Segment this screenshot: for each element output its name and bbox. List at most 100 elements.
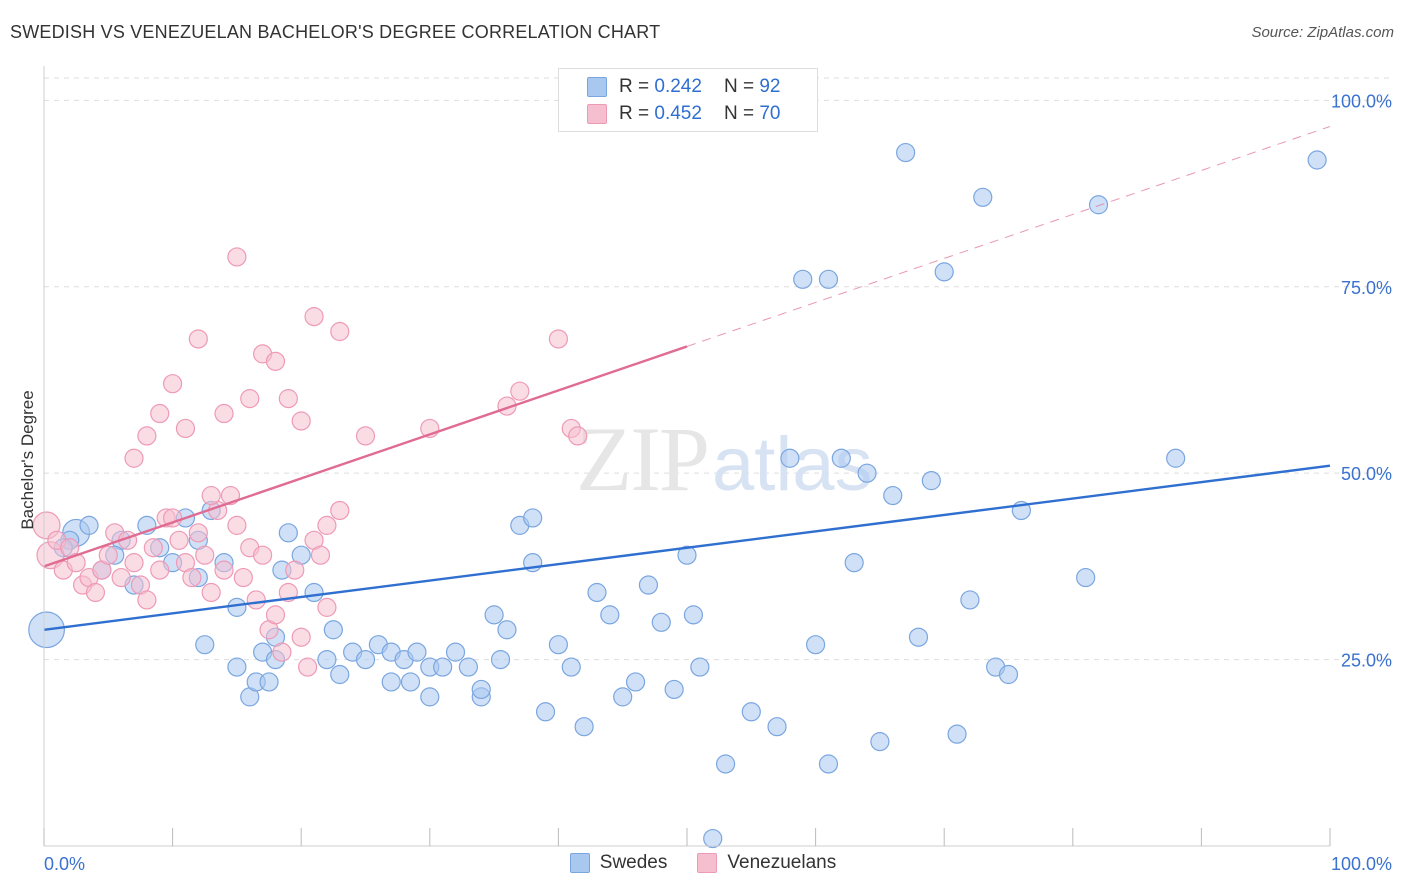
swedes-point [400,672,421,692]
swedes-point [870,732,890,752]
swedes-point [535,702,556,722]
swedes-point [664,679,684,700]
y-tick-label: 75.0% [1341,278,1392,298]
venezuelans-r-label: R = [619,103,650,124]
venezuelans-r-value: 0.452 [654,103,702,124]
swedes-point [857,463,877,483]
swedes-point [445,642,466,662]
swedes-n-value: 92 [759,76,781,97]
venezuelans-point [568,426,588,446]
venezuelans-point [163,374,183,394]
swedes-point [1088,195,1109,215]
venezuelans-point [298,657,318,677]
swedes-point [677,545,697,565]
swedes-point [574,717,594,737]
venezuelans-trend-line [43,345,688,568]
swedes-point [973,187,993,207]
swedes-point [1307,150,1327,170]
venezuelans-point [330,321,350,342]
venezuelans-point [214,403,234,424]
swedes-point [818,754,839,774]
swedes-point [805,635,826,655]
venezuelans-point [137,426,157,446]
swedes-point [407,642,427,662]
swedes-point [587,582,607,603]
series-legend-venezuelans[interactable]: Venezuelans [697,852,836,874]
watermark: ZIP [576,408,708,510]
venezuelans-point [227,515,247,535]
swedes-point [381,672,401,692]
venezuelans-n-value: 70 [759,103,781,124]
swedes-point [227,657,247,677]
swedes-point [600,605,620,625]
swedes-point [484,605,504,625]
venezuelans-point [85,582,106,603]
venezuelans-point [111,567,131,588]
swedes-point [355,649,376,670]
venezuelans-point [278,389,298,409]
swedes-point [548,635,569,655]
venezuelans-point [214,560,234,580]
venezuelans-point [98,545,118,565]
swedes-point [947,724,967,744]
venezuelans-legend-label: Venezuelans [727,852,837,873]
venezuelans-point [124,448,144,468]
swedes-point [844,553,864,573]
swedes-point [259,672,279,692]
venezuelans-point [143,538,163,558]
swedes-point [998,664,1019,685]
venezuelans-point [265,605,286,625]
venezuelans-point [233,567,253,588]
venezuelans-point [253,545,273,565]
swedes-legend-swatch [569,853,590,873]
series-legend: Swedes Venezuelans [0,852,1406,874]
swedes-point [715,754,736,774]
swedes-point [767,717,787,737]
venezuelans-point [227,247,247,267]
venezuelans-point [188,329,208,349]
venezuelans-point [246,590,266,610]
swedes-point [818,269,839,289]
swedes-point [690,657,710,677]
venezuelans-point [317,515,337,535]
venezuelans-point [150,403,170,424]
swedes-trend-line [43,464,1331,631]
y-tick-label: 100.0% [1331,91,1392,111]
swedes-n-label: N = [723,76,755,97]
swedes-point [908,627,929,647]
venezuelans-point [188,523,208,543]
venezuelans-point [175,418,196,439]
venezuelans-n-label: N = [723,103,755,124]
swedes-point [227,597,247,617]
swedes-point [651,612,671,632]
venezuelans-point [304,307,324,327]
swedes-point [278,523,298,543]
venezuelans-point [124,553,144,573]
swedes-point [79,515,99,535]
swedes-point [523,508,543,528]
legend-row-swedes[interactable]: R = 0.242 N = 92 [587,74,780,100]
swedes-point [780,448,800,468]
source-label: Source: ZipAtlas.com [1251,24,1394,41]
swedes-point [433,657,453,677]
venezuelans-point [150,560,170,580]
swedes-point [793,269,813,289]
venezuelans-point [317,597,337,617]
x-tick-label-min: 0.0% [44,854,85,874]
legend-row-venezuelans[interactable]: R = 0.452 N = 70 [587,101,780,127]
swedes-point [317,649,337,670]
venezuelans-point [291,627,311,647]
swedes-point [683,605,704,625]
venezuelans-point [272,642,292,662]
venezuelans-point [163,508,183,528]
venezuelans-point [510,381,530,401]
swedes-point [638,575,659,595]
venezuelans-point [291,411,311,431]
swedes-legend-label: Swedes [599,852,668,873]
series-legend-swedes[interactable]: Swedes [569,852,668,874]
swedes-point [420,687,440,707]
venezuelans-point [355,426,376,446]
swedes-point [195,635,215,655]
venezuelans-point [195,545,215,565]
